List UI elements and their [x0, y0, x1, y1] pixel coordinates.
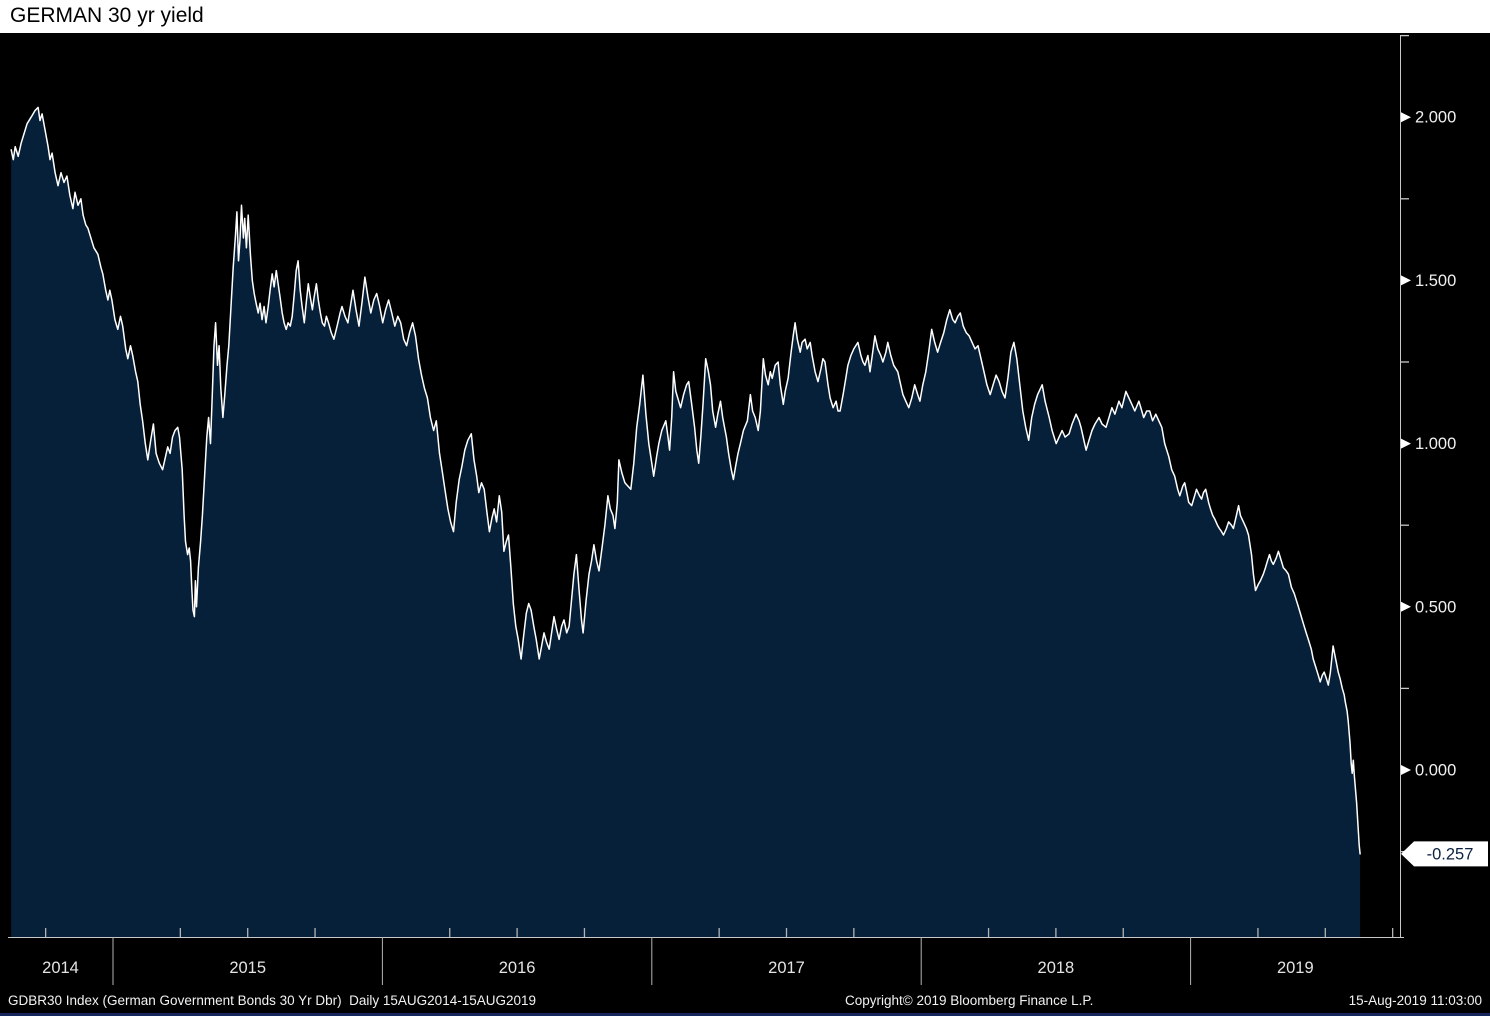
- y-axis-tick-label: 1.000: [1415, 435, 1456, 453]
- yield-area-fill: [11, 107, 1361, 937]
- x-axis-year-label: 2017: [768, 959, 805, 977]
- y-tick-arrow-icon: [1401, 275, 1411, 286]
- yield-area-chart[interactable]: 2.000 1.500 1.000 0.500 0.000 2014 2015 2016 201…: [0, 33, 1490, 990]
- x-axis-year-label: 2016: [499, 959, 536, 977]
- x-axis-year-label: 2019: [1277, 959, 1314, 977]
- window-bottom-edge: [0, 1013, 1490, 1016]
- y-tick-arrow-icon: [1401, 438, 1411, 449]
- title-bar: GERMAN 30 yr yield: [0, 0, 1490, 33]
- status-copyright: Copyright© 2019 Bloomberg Finance L.P.: [845, 993, 1094, 1008]
- y-axis-tick-label: 2.000: [1415, 109, 1456, 127]
- status-security-info: GDBR30 Index (German Government Bonds 30…: [8, 993, 537, 1008]
- last-value-tag: [1401, 841, 1488, 867]
- last-value-label: -0.257: [1427, 845, 1474, 863]
- status-timestamp: 15-Aug-2019 11:03:00: [1348, 993, 1482, 1008]
- x-axis-year-label: 2018: [1038, 959, 1075, 977]
- status-bar: GDBR30 Index (German Government Bonds 30…: [0, 990, 1490, 1013]
- x-axis-year-label: 2015: [229, 959, 266, 977]
- y-tick-arrow-icon: [1401, 112, 1411, 123]
- page-title: GERMAN 30 yr yield: [10, 4, 204, 27]
- y-axis-tick-label: 0.000: [1415, 762, 1456, 780]
- x-axis-year-label: 2014: [42, 959, 79, 977]
- y-tick-arrow-icon: [1401, 601, 1411, 612]
- yield-line: [10, 106, 1361, 855]
- y-axis-tick-label: 1.500: [1415, 272, 1456, 290]
- y-tick-arrow-icon: [1401, 765, 1411, 775]
- y-axis-tick-label: 0.500: [1415, 598, 1456, 616]
